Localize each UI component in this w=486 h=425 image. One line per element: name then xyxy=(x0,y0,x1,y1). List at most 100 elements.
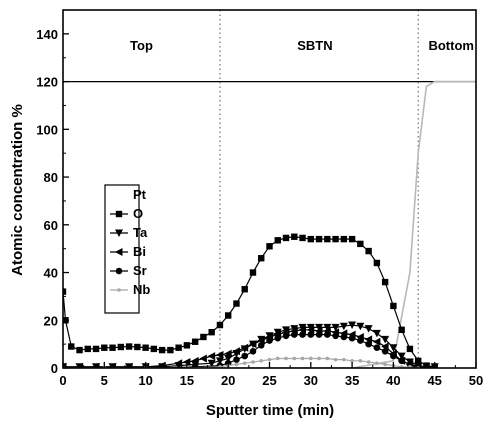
data-point-ta xyxy=(356,322,365,331)
y-tick-label: 0 xyxy=(51,361,58,376)
y-tick-label: 120 xyxy=(36,75,58,90)
data-point-o xyxy=(414,357,422,365)
x-tick-label: 20 xyxy=(221,373,235,388)
legend-label: O xyxy=(133,206,143,221)
data-point-o xyxy=(398,326,405,334)
data-point-o xyxy=(291,233,298,240)
y-tick-label: 60 xyxy=(44,218,58,233)
data-point-o xyxy=(241,286,248,293)
data-point-o xyxy=(307,235,314,243)
legend-item-bi: Bi xyxy=(110,244,146,259)
data-point-sr xyxy=(290,331,298,338)
data-point-o xyxy=(340,235,348,243)
data-point-sr xyxy=(324,331,331,338)
data-point-sr xyxy=(423,364,430,368)
data-point-sr xyxy=(406,361,414,368)
data-point-o xyxy=(175,344,182,351)
legend-marker xyxy=(117,288,121,292)
data-point-sr xyxy=(414,363,422,368)
data-point-sr xyxy=(373,344,381,352)
data-point-o xyxy=(92,345,100,353)
y-tick-label: 100 xyxy=(36,122,58,137)
data-point-nb xyxy=(284,356,288,361)
data-point-sr xyxy=(348,334,356,342)
data-point-sr xyxy=(398,357,405,365)
data-point-o xyxy=(109,344,116,351)
data-point-bi xyxy=(232,347,240,356)
x-tick-label: 50 xyxy=(469,373,483,388)
data-point-ta xyxy=(323,323,332,332)
data-point-o xyxy=(200,333,207,341)
data-point-nb xyxy=(350,359,354,363)
data-point-o xyxy=(76,346,83,354)
data-point-o xyxy=(183,342,191,349)
data-point-sr xyxy=(233,356,240,363)
y-tick-label: 20 xyxy=(44,313,58,328)
data-point-nb xyxy=(292,356,297,361)
legend-item-ta: Ta xyxy=(110,225,148,240)
x-tick-label: 0 xyxy=(59,373,66,388)
data-point-o xyxy=(348,235,356,243)
data-point-bi xyxy=(191,356,199,365)
data-point-sr xyxy=(241,352,249,360)
data-point-o xyxy=(381,278,389,286)
data-point-ta xyxy=(389,344,398,352)
legend-label: Pt xyxy=(133,187,147,202)
data-point-ta xyxy=(282,326,291,334)
data-point-bi xyxy=(207,352,216,361)
data-point-o xyxy=(249,269,257,276)
data-point-sr xyxy=(332,332,339,340)
data-point-nb xyxy=(358,359,363,363)
data-point-o xyxy=(134,343,141,351)
y-axis-ticks: 0 20 40 60 80 100 120 140 xyxy=(36,9,69,376)
data-point-sr xyxy=(357,337,364,344)
data-point-o xyxy=(274,237,281,244)
series-pt xyxy=(63,80,476,368)
data-point-o xyxy=(158,346,166,354)
data-point-sr xyxy=(257,342,265,349)
x-axis-title: Sputter time (min) xyxy=(206,402,334,419)
data-point-o xyxy=(142,344,149,351)
legend-marker xyxy=(115,229,123,237)
data-point-o xyxy=(68,343,75,350)
region-label-top: Top xyxy=(130,38,153,53)
data-point-nb xyxy=(251,360,255,364)
data-point-o xyxy=(208,329,215,336)
legend-item-pt: Pt xyxy=(133,187,147,202)
data-point-bi xyxy=(240,343,249,352)
data-point-nb xyxy=(325,356,330,361)
x-tick-label: 5 xyxy=(101,373,108,388)
data-point-bi xyxy=(174,359,183,368)
data-point-o xyxy=(233,300,240,307)
series-sr xyxy=(63,331,430,368)
data-point-nb xyxy=(259,359,264,363)
data-point-nb xyxy=(375,361,379,366)
data-point-o xyxy=(258,255,265,262)
series-layer xyxy=(63,80,476,368)
data-point-ta xyxy=(290,325,299,333)
data-point-o xyxy=(101,344,108,351)
legend: Pt O Ta Bi Sr Nb xyxy=(104,184,150,314)
data-point-sr xyxy=(158,364,166,368)
data-point-o xyxy=(357,240,364,248)
region-dividers xyxy=(219,10,419,368)
data-point-bi xyxy=(215,350,224,359)
region-label-sbtn: SBTN xyxy=(297,38,332,53)
data-point-sr xyxy=(274,334,282,342)
y-tick-label: 140 xyxy=(36,27,58,42)
data-point-ta xyxy=(331,323,340,332)
data-point-ta xyxy=(315,323,324,332)
series-o xyxy=(63,233,438,368)
data-point-o xyxy=(365,247,372,255)
data-point-nb xyxy=(333,357,338,362)
x-tick-label: 45 xyxy=(427,373,441,388)
data-point-sr xyxy=(282,332,290,340)
data-point-sr xyxy=(381,347,389,355)
data-point-o xyxy=(117,343,125,351)
plot-frame xyxy=(62,9,477,369)
data-point-o xyxy=(225,312,232,319)
legend-item-o: O xyxy=(110,206,143,221)
legend-marker xyxy=(115,267,123,275)
y-tick-label: 40 xyxy=(44,266,58,281)
region-label-bottom: Bottom xyxy=(428,38,474,53)
